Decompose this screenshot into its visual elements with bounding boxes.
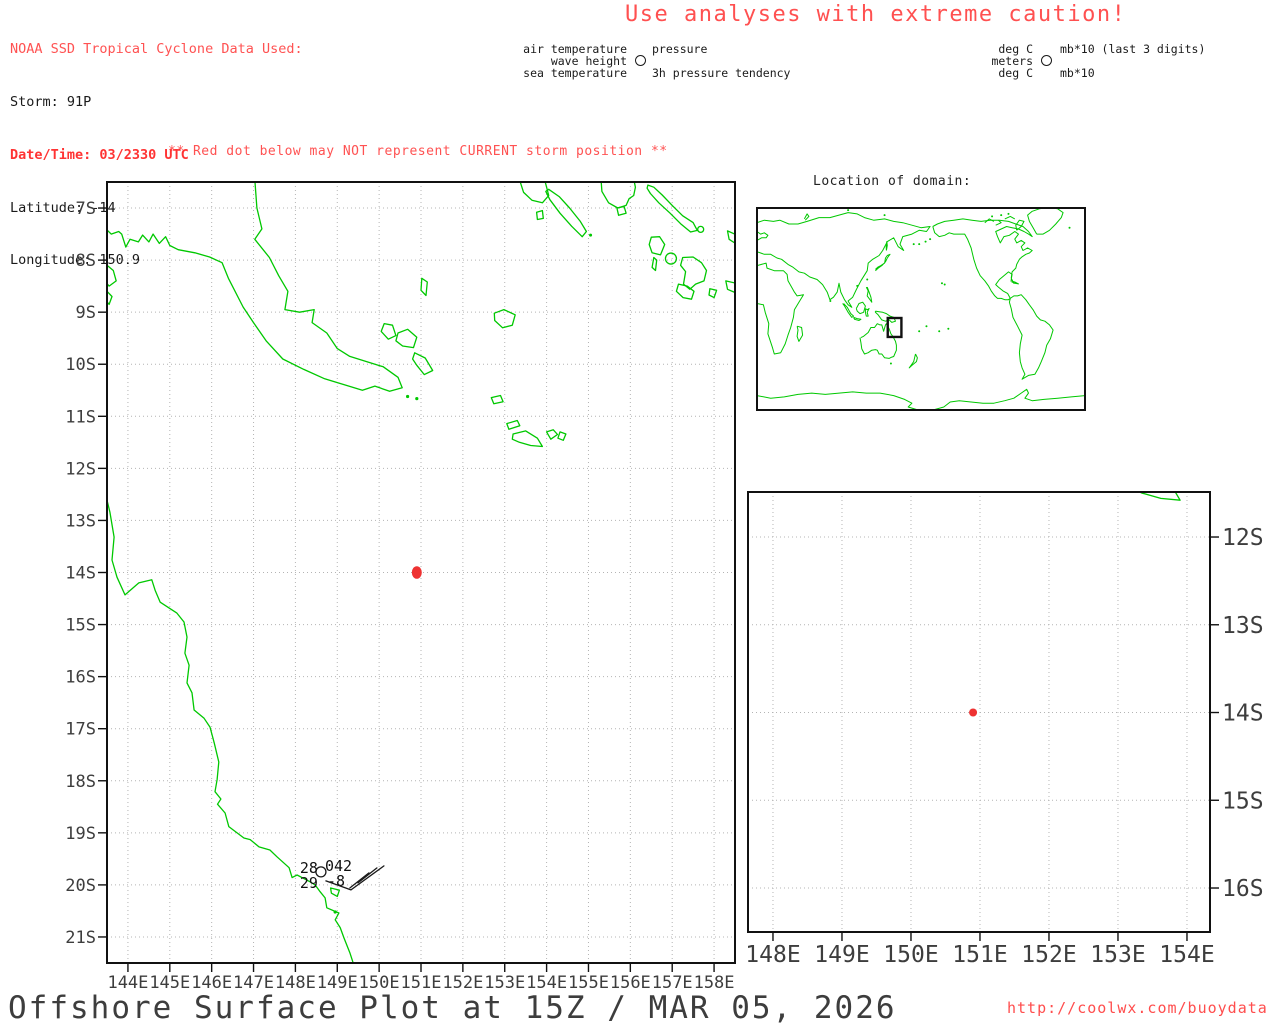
main-map-x-tick-label: 154E bbox=[526, 973, 567, 993]
zoom-map-x-tick-label: 149E bbox=[814, 942, 869, 968]
main-map-x-tick-label: 158E bbox=[694, 973, 735, 993]
main-map-x-tick-label: 144E bbox=[107, 973, 148, 993]
main-map-y-tick-label: 12S bbox=[65, 459, 96, 479]
zoom-map-x-tick-label: 151E bbox=[952, 942, 1007, 968]
station-circle-icon bbox=[315, 866, 327, 878]
main-map-y-tick-label: 18S bbox=[65, 772, 96, 792]
main-map-x-tick-label: 157E bbox=[652, 973, 693, 993]
station-sea-temperature: 29 bbox=[300, 874, 318, 892]
storm-info-datetime: Date/Time: 03/2330 UTC bbox=[10, 146, 189, 163]
station-wind-barb-icon bbox=[325, 865, 385, 891]
station-model-circle-icon bbox=[635, 55, 646, 66]
plot-title: Offshore Surface Plot at 15Z / MAR 05, 2… bbox=[8, 990, 897, 1024]
main-map-y-tick-label: 13S bbox=[65, 511, 96, 531]
main-map-y-tick-label: 14S bbox=[65, 564, 96, 584]
station-pressure: 042 bbox=[325, 857, 352, 875]
main-map-x-tick-label: 152E bbox=[442, 973, 483, 993]
storm-info-source: NOAA SSD Tropical Cyclone Data Used: bbox=[10, 41, 303, 58]
main-map-y-tick-label: 10S bbox=[65, 355, 96, 375]
zoom-map-y-tick-label: 13S bbox=[1222, 613, 1264, 639]
zoom-map-x-tick-label: 153E bbox=[1090, 942, 1145, 968]
world-inset-label: Location of domain: bbox=[813, 174, 972, 189]
units-pressure: mb*10 (last 3 digits) bbox=[1060, 42, 1206, 56]
source-url: http://coolwx.com/buoydata bbox=[1007, 999, 1268, 1017]
main-map-x-tick-label: 151E bbox=[401, 973, 442, 993]
legend-pressure: pressure bbox=[652, 42, 708, 56]
main-map-x-tick-label: 145E bbox=[149, 973, 190, 993]
units-model-circle-icon bbox=[1041, 55, 1052, 66]
zoom-map-x-tick-label: 152E bbox=[1021, 942, 1076, 968]
world-map-frame bbox=[756, 207, 1086, 411]
main-map-y-tick-label: 15S bbox=[65, 616, 96, 636]
station-report: 28 042 29 -8 bbox=[300, 857, 385, 892]
main-map-x-tick-label: 146E bbox=[191, 973, 232, 993]
domain-box bbox=[886, 316, 903, 339]
zoom-map-coastlines bbox=[1138, 492, 1181, 501]
main-map-x-tick-label: 155E bbox=[568, 973, 609, 993]
main-map-x-tick-label: 153E bbox=[484, 973, 525, 993]
main-map-x-tick-label: 149E bbox=[317, 973, 358, 993]
main-map-y-tick-label: 9S bbox=[76, 303, 96, 323]
storm-position-warning: ** Red dot below may NOT represent CURRE… bbox=[168, 144, 668, 159]
main-map-x-tick-label: 156E bbox=[610, 973, 651, 993]
main-map-frame bbox=[106, 181, 736, 964]
zoom-map-y-tick-label: 15S bbox=[1222, 788, 1264, 814]
main-map-y-tick-label: 16S bbox=[65, 668, 96, 688]
world-map-coastlines bbox=[757, 208, 1085, 410]
main-map-y-tick-label: 7S bbox=[76, 199, 96, 219]
zoom-map-y-tick-label: 16S bbox=[1222, 876, 1264, 902]
units-sea-temperature: deg C bbox=[998, 66, 1033, 80]
legend-wave-height: wave height bbox=[550, 54, 627, 68]
main-map-y-tick-label: 8S bbox=[76, 251, 96, 271]
main-map-grid: 144E 145E 146E 147E 148E 149E 150E 151E 152E 153E… bbox=[65, 182, 735, 993]
storm-dot-main bbox=[411, 566, 422, 579]
main-map-y-tick-label: 17S bbox=[65, 720, 96, 740]
station-pressure-tendency: -8 bbox=[327, 872, 345, 890]
zoom-map-x-tick-label: 150E bbox=[883, 942, 938, 968]
zoom-map-frame bbox=[747, 491, 1211, 933]
legend-pressure-tendency: 3h pressure tendency bbox=[652, 66, 791, 80]
zoom-map-x-tick-label: 148E bbox=[745, 942, 800, 968]
legend-sea-temperature: sea temperature bbox=[523, 66, 627, 80]
units-pressure-tendency: mb*10 bbox=[1060, 66, 1095, 80]
main-map-y-tick-label: 20S bbox=[65, 876, 96, 896]
caution-headline: Use analyses with extreme caution! bbox=[625, 2, 1127, 27]
main-map-y-tick-label: 19S bbox=[65, 824, 96, 844]
storm-info-id: Storm: 91P bbox=[10, 93, 92, 110]
storm-dot-zoom bbox=[969, 708, 978, 717]
storm-info-block: NOAA SSD Tropical Cyclone Data Used: Sto… bbox=[10, 6, 303, 305]
main-map-y-tick-label: 21S bbox=[65, 928, 96, 948]
main-map-x-tick-label: 150E bbox=[359, 973, 400, 993]
zoom-map-y-tick-label: 12S bbox=[1222, 525, 1264, 551]
main-map-x-tick-label: 148E bbox=[275, 973, 316, 993]
station-air-temperature: 28 bbox=[300, 859, 318, 877]
units-air-temperature: deg C bbox=[998, 42, 1033, 56]
units-wave-height: meters bbox=[991, 54, 1033, 68]
legend-air-temperature: air temperature bbox=[523, 42, 627, 56]
zoom-map-y-tick-label: 14S bbox=[1222, 701, 1264, 727]
zoom-map-x-tick-label: 154E bbox=[1159, 942, 1214, 968]
main-map-y-tick-label: 11S bbox=[65, 407, 96, 427]
main-map-x-tick-label: 147E bbox=[233, 973, 274, 993]
zoom-map-grid: 148E 149E 150E 151E 152E 153E 154E 12S 13S 14S 15S… bbox=[745, 492, 1264, 968]
main-map-coastlines bbox=[107, 182, 735, 963]
